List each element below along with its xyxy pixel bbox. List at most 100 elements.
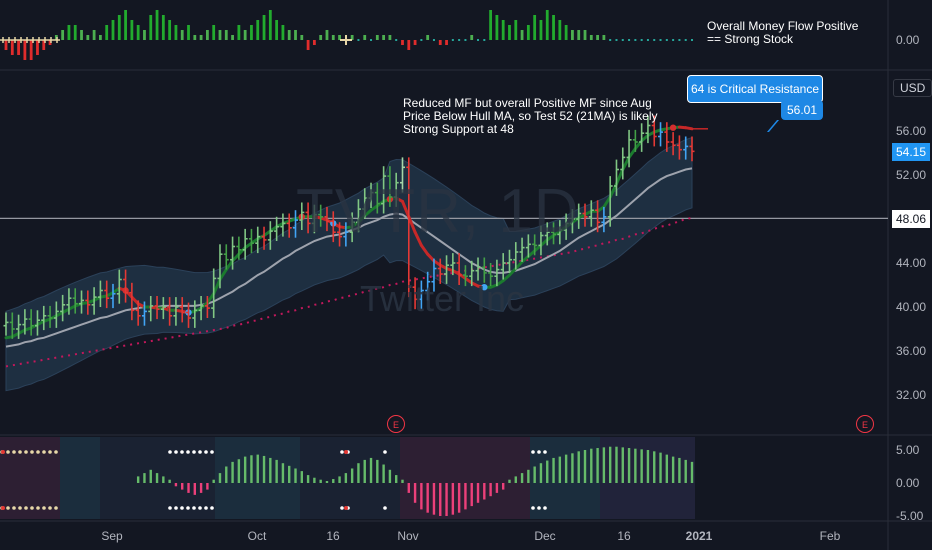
- oscillator-bar: [168, 479, 171, 483]
- oscillator-bar: [256, 454, 259, 483]
- price-bar: [123, 269, 129, 303]
- money-flow-bar: [205, 30, 209, 40]
- money-flow-bar: [602, 35, 606, 40]
- money-flow-bar: [105, 25, 109, 40]
- price-bar: [242, 228, 248, 260]
- earnings-marker[interactable]: E: [387, 415, 405, 433]
- money-flow-bar: [155, 10, 159, 40]
- current-price-tag: 54.15: [892, 143, 931, 161]
- oscillator-bar: [546, 460, 549, 483]
- price-bar: [236, 236, 242, 260]
- oscillator-bar: [539, 463, 543, 483]
- price-bar: [28, 309, 34, 336]
- oscillator-bar: [357, 463, 360, 483]
- oscillator-dot: [36, 506, 40, 510]
- money-flow-bar: [634, 39, 637, 41]
- oscillator-regime-band: [60, 437, 100, 519]
- time-tick-label: Nov: [397, 529, 418, 543]
- hull-turn-dot: [481, 284, 488, 291]
- hull-ma-segment: [231, 252, 241, 263]
- oscillator-bar: [445, 483, 448, 516]
- money-flow-bar: [338, 35, 341, 40]
- name-watermark: Twitter Inc: [360, 278, 525, 319]
- money-flow-bar: [672, 39, 675, 41]
- oscillator-bar: [527, 469, 530, 483]
- price-bar: [248, 228, 254, 254]
- price-bar: [116, 269, 122, 304]
- price-tick-label: 36.00: [896, 344, 926, 358]
- oscillator-dot: [174, 506, 178, 510]
- oscillator-panel: 5.00 0.00 -5.00: [0, 437, 924, 523]
- money-flow-cross: [42, 37, 48, 43]
- price-bar: [311, 204, 317, 234]
- money-flow-bar: [306, 40, 310, 50]
- price-bar: [337, 222, 343, 247]
- hull-ma-segment: [218, 268, 228, 281]
- long-ma-line: [5, 216, 693, 368]
- money-flow-bar: [659, 39, 662, 41]
- price-bar: [544, 222, 550, 246]
- money-flow-bar: [218, 30, 222, 40]
- price-bar: [639, 123, 645, 152]
- price-bar: [651, 115, 657, 147]
- oscillator-bar: [514, 476, 517, 483]
- price-bar: [324, 206, 330, 232]
- oscillator-bar: [432, 483, 436, 515]
- money-flow-bar: [243, 30, 247, 40]
- oscillator-bar: [634, 448, 637, 483]
- price-bar: [217, 244, 223, 289]
- resistance-callout[interactable]: 64 is Critical Resistance: [687, 75, 823, 103]
- money-flow-bar: [628, 39, 631, 41]
- price-bar: [500, 253, 506, 280]
- oscillator-dot: [54, 506, 58, 510]
- price-bar: [173, 297, 179, 326]
- money-flow-bar: [275, 20, 279, 40]
- money-flow-bar: [281, 25, 285, 40]
- money-flow-bar: [684, 39, 687, 41]
- money-flow-bar: [533, 15, 537, 40]
- oscillator-bar: [564, 454, 568, 483]
- oscillator-bar: [671, 456, 675, 483]
- price-bar: [53, 301, 59, 328]
- currency-label[interactable]: USD: [893, 79, 932, 97]
- money-flow-cross: [36, 37, 42, 43]
- price-bar: [406, 157, 412, 298]
- price-callout[interactable]: 56.01: [781, 100, 823, 120]
- price-bar: [16, 314, 22, 339]
- money-flow-cross: [48, 37, 54, 43]
- money-flow-bar: [161, 15, 165, 40]
- money-flow-cross: [0, 37, 6, 43]
- oscillator-bar: [231, 461, 234, 483]
- price-bar: [330, 211, 336, 243]
- price-bar: [368, 182, 374, 208]
- oscillator-bar: [413, 483, 417, 503]
- earnings-marker[interactable]: E: [856, 415, 874, 433]
- money-flow-cross: [24, 37, 30, 43]
- price-bar: [481, 257, 487, 283]
- oscillator-bar: [325, 481, 329, 483]
- money-flow-bar: [92, 30, 96, 40]
- oscillator-bar: [369, 457, 373, 483]
- money-flow-bar: [350, 35, 354, 40]
- oscillator-dot: [24, 450, 28, 454]
- oscillator-dot: [54, 450, 58, 454]
- oscillator-dot: [30, 450, 34, 454]
- price-bar: [425, 271, 431, 301]
- oscillator-dot: [12, 506, 16, 510]
- price-bar: [85, 290, 91, 315]
- money-flow-bar: [432, 39, 435, 41]
- price-bar: [387, 166, 393, 207]
- cloud-band: [5, 136, 693, 392]
- price-bar: [563, 213, 569, 240]
- price-bar: [676, 135, 682, 160]
- price-bar: [519, 237, 525, 262]
- oscillator-bar: [684, 459, 687, 483]
- oscillator-bar: [313, 477, 316, 483]
- resistance-callout-text: 64 is Critical Resistance: [690, 82, 820, 96]
- money-flow-bar: [388, 35, 392, 40]
- money-flow-bar: [357, 39, 360, 41]
- price-bar: [47, 305, 53, 328]
- price-bar: [148, 296, 154, 322]
- money-flow-bar: [395, 39, 398, 41]
